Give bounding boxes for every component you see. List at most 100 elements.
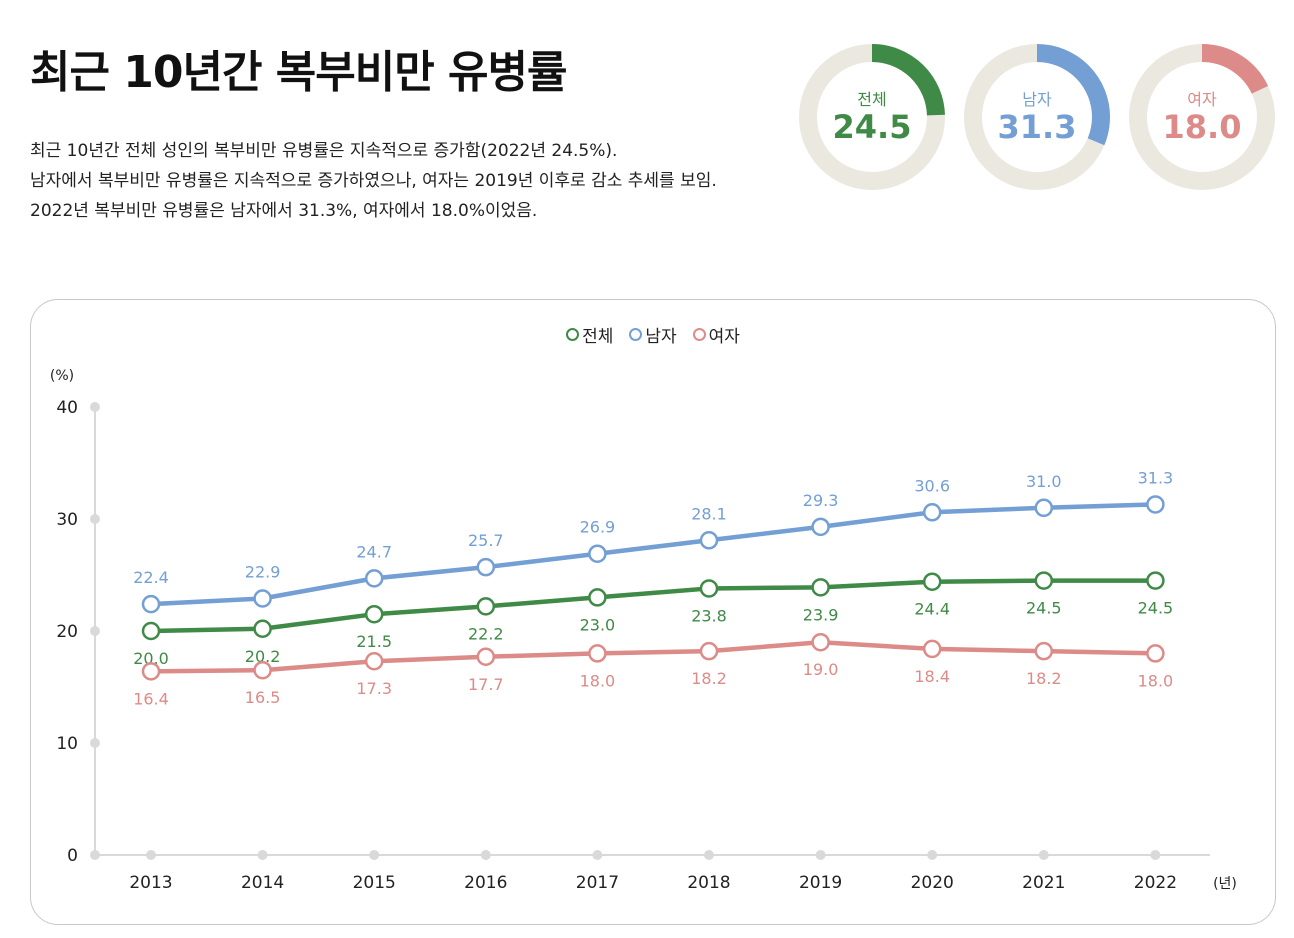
donut-ring (964, 44, 1110, 190)
data-point-female (364, 651, 384, 671)
x-tick-label: 2015 (353, 873, 396, 893)
x-tick-dot (1150, 850, 1161, 860)
donut-value: 24.5 (832, 108, 912, 146)
data-label-male: 22.9 (245, 563, 281, 582)
legend-item-total: 전체 (566, 322, 613, 347)
data-point-female (588, 644, 607, 663)
y-tick-label: 0 (67, 846, 78, 866)
x-tick-label: 2013 (129, 873, 172, 893)
data-point-male (476, 557, 496, 577)
description: 최근 10년간 전체 성인의 복부비만 유병률은 지속적으로 증가함(2022년… (30, 136, 717, 226)
x-tick-dot (257, 850, 268, 860)
data-label-male: 24.7 (356, 542, 392, 561)
donut-arc (964, 44, 1110, 190)
description-line: 남자에서 복부비만 유병률은 지속적으로 증가하였으나, 여자는 2019년 이… (30, 171, 717, 191)
data-point-total (476, 597, 496, 616)
data-point-male (699, 531, 719, 550)
data-point-female (476, 647, 496, 667)
x-tick-dot (480, 850, 491, 860)
legend-marker-male (629, 328, 643, 341)
x-tick-label: 2019 (799, 873, 842, 893)
legend-marker-total (566, 328, 580, 341)
donut-ring (1129, 44, 1275, 190)
data-point-total (922, 572, 942, 591)
x-tick-dot (369, 850, 380, 860)
legend-item-male: 남자 (629, 322, 677, 347)
y-tick-dot (90, 850, 100, 860)
data-label-total: 20.0 (133, 649, 169, 668)
data-point-male (922, 503, 942, 522)
data-point-female (699, 641, 719, 661)
data-point-total (253, 619, 272, 639)
data-point-total (1146, 571, 1165, 590)
y-tick-dot (90, 402, 100, 412)
x-tick-label: 2018 (687, 873, 730, 893)
data-point-total (1034, 571, 1054, 590)
data-label-male: 26.9 (580, 518, 616, 537)
description-line: 2022년 복부비만 유병률은 남자에서 31.3%, 여자에서 18.0%이었… (30, 201, 538, 221)
y-tick-dot (90, 738, 100, 748)
data-label-male: 29.3 (803, 491, 839, 510)
data-label-total: 24.4 (914, 600, 950, 619)
donut-label: 전체 (857, 90, 887, 109)
series-line-male (150, 502, 1156, 607)
data-point-female (1146, 644, 1165, 663)
donut-arc (799, 44, 945, 190)
data-label-total: 23.9 (803, 605, 839, 624)
data-label-male: 22.4 (133, 568, 169, 587)
chart-card (30, 299, 1276, 925)
donut-male: 남자 31.3 (962, 42, 1112, 192)
y-tick-label: 10 (56, 734, 78, 754)
data-point-male (1146, 495, 1165, 514)
page-title: 최근 10년간 복부비만 유병률 (30, 47, 567, 98)
series-line-total (150, 578, 1156, 634)
donut-ring (799, 44, 945, 190)
data-label-male: 30.6 (914, 476, 950, 495)
donut-female: 여자 18.0 (1127, 42, 1277, 192)
data-label-female: 16.5 (245, 688, 281, 707)
legend-label: 전체 (582, 327, 614, 347)
data-point-total (811, 578, 830, 597)
legend-label: 여자 (708, 327, 740, 347)
data-label-female: 18.0 (1138, 671, 1174, 690)
x-tick-label: 2016 (464, 873, 507, 893)
y-tick-label: 20 (56, 622, 78, 642)
x-tick-dot (1038, 850, 1049, 860)
y-tick-dot (90, 626, 100, 636)
x-tick-label: 2022 (1134, 873, 1177, 893)
data-label-total: 20.2 (245, 647, 281, 666)
data-point-total (699, 579, 719, 598)
x-tick-label: 2021 (1022, 873, 1065, 893)
donut-value: 31.3 (997, 108, 1077, 146)
x-tick-label: 2020 (911, 873, 954, 893)
data-point-female (253, 660, 272, 680)
data-label-male: 28.1 (691, 504, 727, 523)
x-tick-dot (927, 850, 938, 860)
donut-label: 남자 (1022, 90, 1052, 109)
description-line: 최근 10년간 전체 성인의 복부비만 유병률은 지속적으로 증가함(2022년… (30, 141, 618, 161)
data-point-male (1034, 498, 1054, 518)
data-label-male: 25.7 (468, 531, 504, 550)
data-label-male: 31.3 (1138, 468, 1174, 487)
data-label-total: 22.2 (468, 624, 504, 643)
data-point-male (364, 569, 384, 588)
data-point-male (253, 589, 272, 608)
data-point-total (141, 621, 161, 641)
data-point-male (141, 594, 161, 614)
data-label-female: 18.2 (1026, 669, 1062, 688)
data-label-male: 31.0 (1026, 472, 1062, 491)
data-label-total: 23.0 (580, 615, 616, 634)
donut-total: 전체 24.5 (797, 42, 947, 192)
data-label-female: 18.2 (691, 669, 727, 688)
data-point-total (588, 588, 607, 607)
data-label-female: 19.0 (803, 660, 839, 679)
legend-marker-female (692, 328, 706, 341)
data-label-total: 24.5 (1138, 599, 1174, 618)
data-point-female (922, 639, 942, 659)
x-tick-dot (815, 850, 826, 860)
x-tick-dot (704, 850, 714, 860)
x-axis-unit: (년) (1213, 876, 1237, 892)
y-tick-label: 30 (56, 510, 78, 530)
data-point-male (811, 517, 830, 537)
